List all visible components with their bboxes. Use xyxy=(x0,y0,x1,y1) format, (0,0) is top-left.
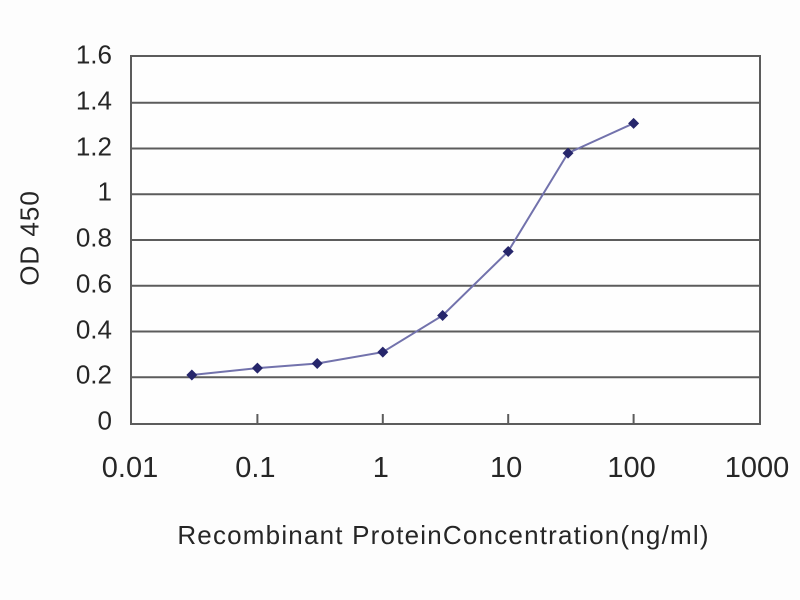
x-tick-label: 100 xyxy=(607,452,656,484)
data-point-marker xyxy=(311,358,323,370)
data-point-marker xyxy=(437,309,449,321)
data-point-marker xyxy=(628,117,640,129)
x-axis-title: Recombinant ProteinConcentration(ng/ml) xyxy=(177,520,710,550)
data-point-marker xyxy=(562,147,574,159)
y-tick-label: 1.6 xyxy=(75,39,112,70)
y-tick-label: 1.4 xyxy=(75,85,112,116)
y-tick-label: 0.8 xyxy=(75,222,112,253)
x-tick-label: 1000 xyxy=(724,452,790,484)
x-tick-label: 10 xyxy=(490,452,523,484)
x-tick-label: 0.01 xyxy=(101,452,159,484)
x-tick-label: 1 xyxy=(372,452,389,484)
x-tick-label: 0.1 xyxy=(235,452,276,484)
y-axis-title: OD 450 xyxy=(14,190,45,286)
data-point-marker xyxy=(186,369,198,381)
y-tick-label: 0 xyxy=(97,405,112,436)
y-tick-label: 1.2 xyxy=(75,131,112,161)
series-line xyxy=(191,122,635,376)
curve-chart-svg xyxy=(132,101,759,423)
plot-area xyxy=(130,55,761,425)
data-point-marker xyxy=(502,245,514,257)
y-tick-label: 0.2 xyxy=(75,359,112,390)
y-tick-label: 1 xyxy=(97,176,112,207)
y-tick-label: 0.6 xyxy=(75,268,112,299)
data-point-marker xyxy=(377,346,389,358)
y-tick-label: 0.4 xyxy=(75,314,112,344)
data-point-marker xyxy=(251,362,263,374)
